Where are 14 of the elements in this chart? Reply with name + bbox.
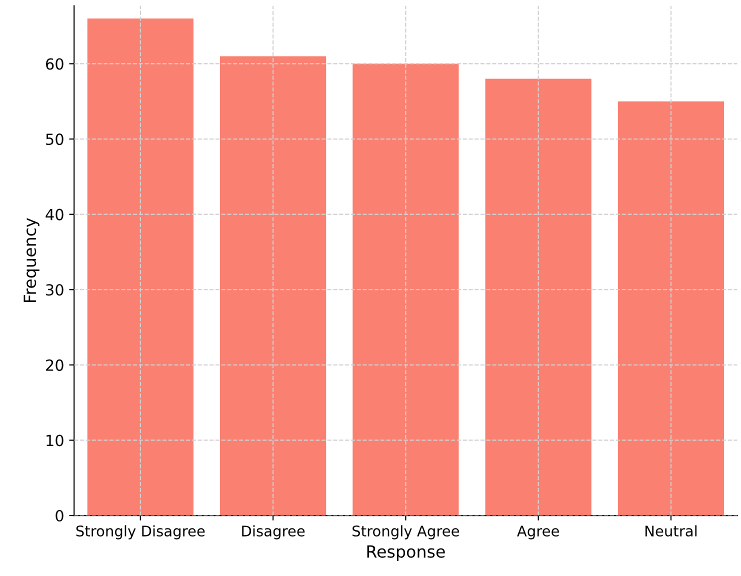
x-tick-label: Strongly Disagree: [76, 525, 205, 540]
x-tick-label: Neutral: [645, 525, 697, 537]
x-tick-label: Disagree: [242, 525, 305, 540]
y-tick-label: 20: [46, 359, 64, 371]
y-tick-label: 40: [46, 208, 64, 220]
y-axis-title: Frequency: [24, 218, 40, 302]
y-tick-label: 30: [46, 284, 64, 296]
x-axis-title: Response: [367, 545, 445, 562]
y-tick-label: 50: [46, 134, 64, 146]
y-tick-label: 0: [56, 510, 64, 522]
x-tick-label: Strongly Agree: [352, 525, 460, 540]
y-tick-label: 60: [46, 58, 64, 70]
y-tick-label: 10: [46, 434, 64, 446]
x-tick-label: Agree: [517, 526, 559, 540]
